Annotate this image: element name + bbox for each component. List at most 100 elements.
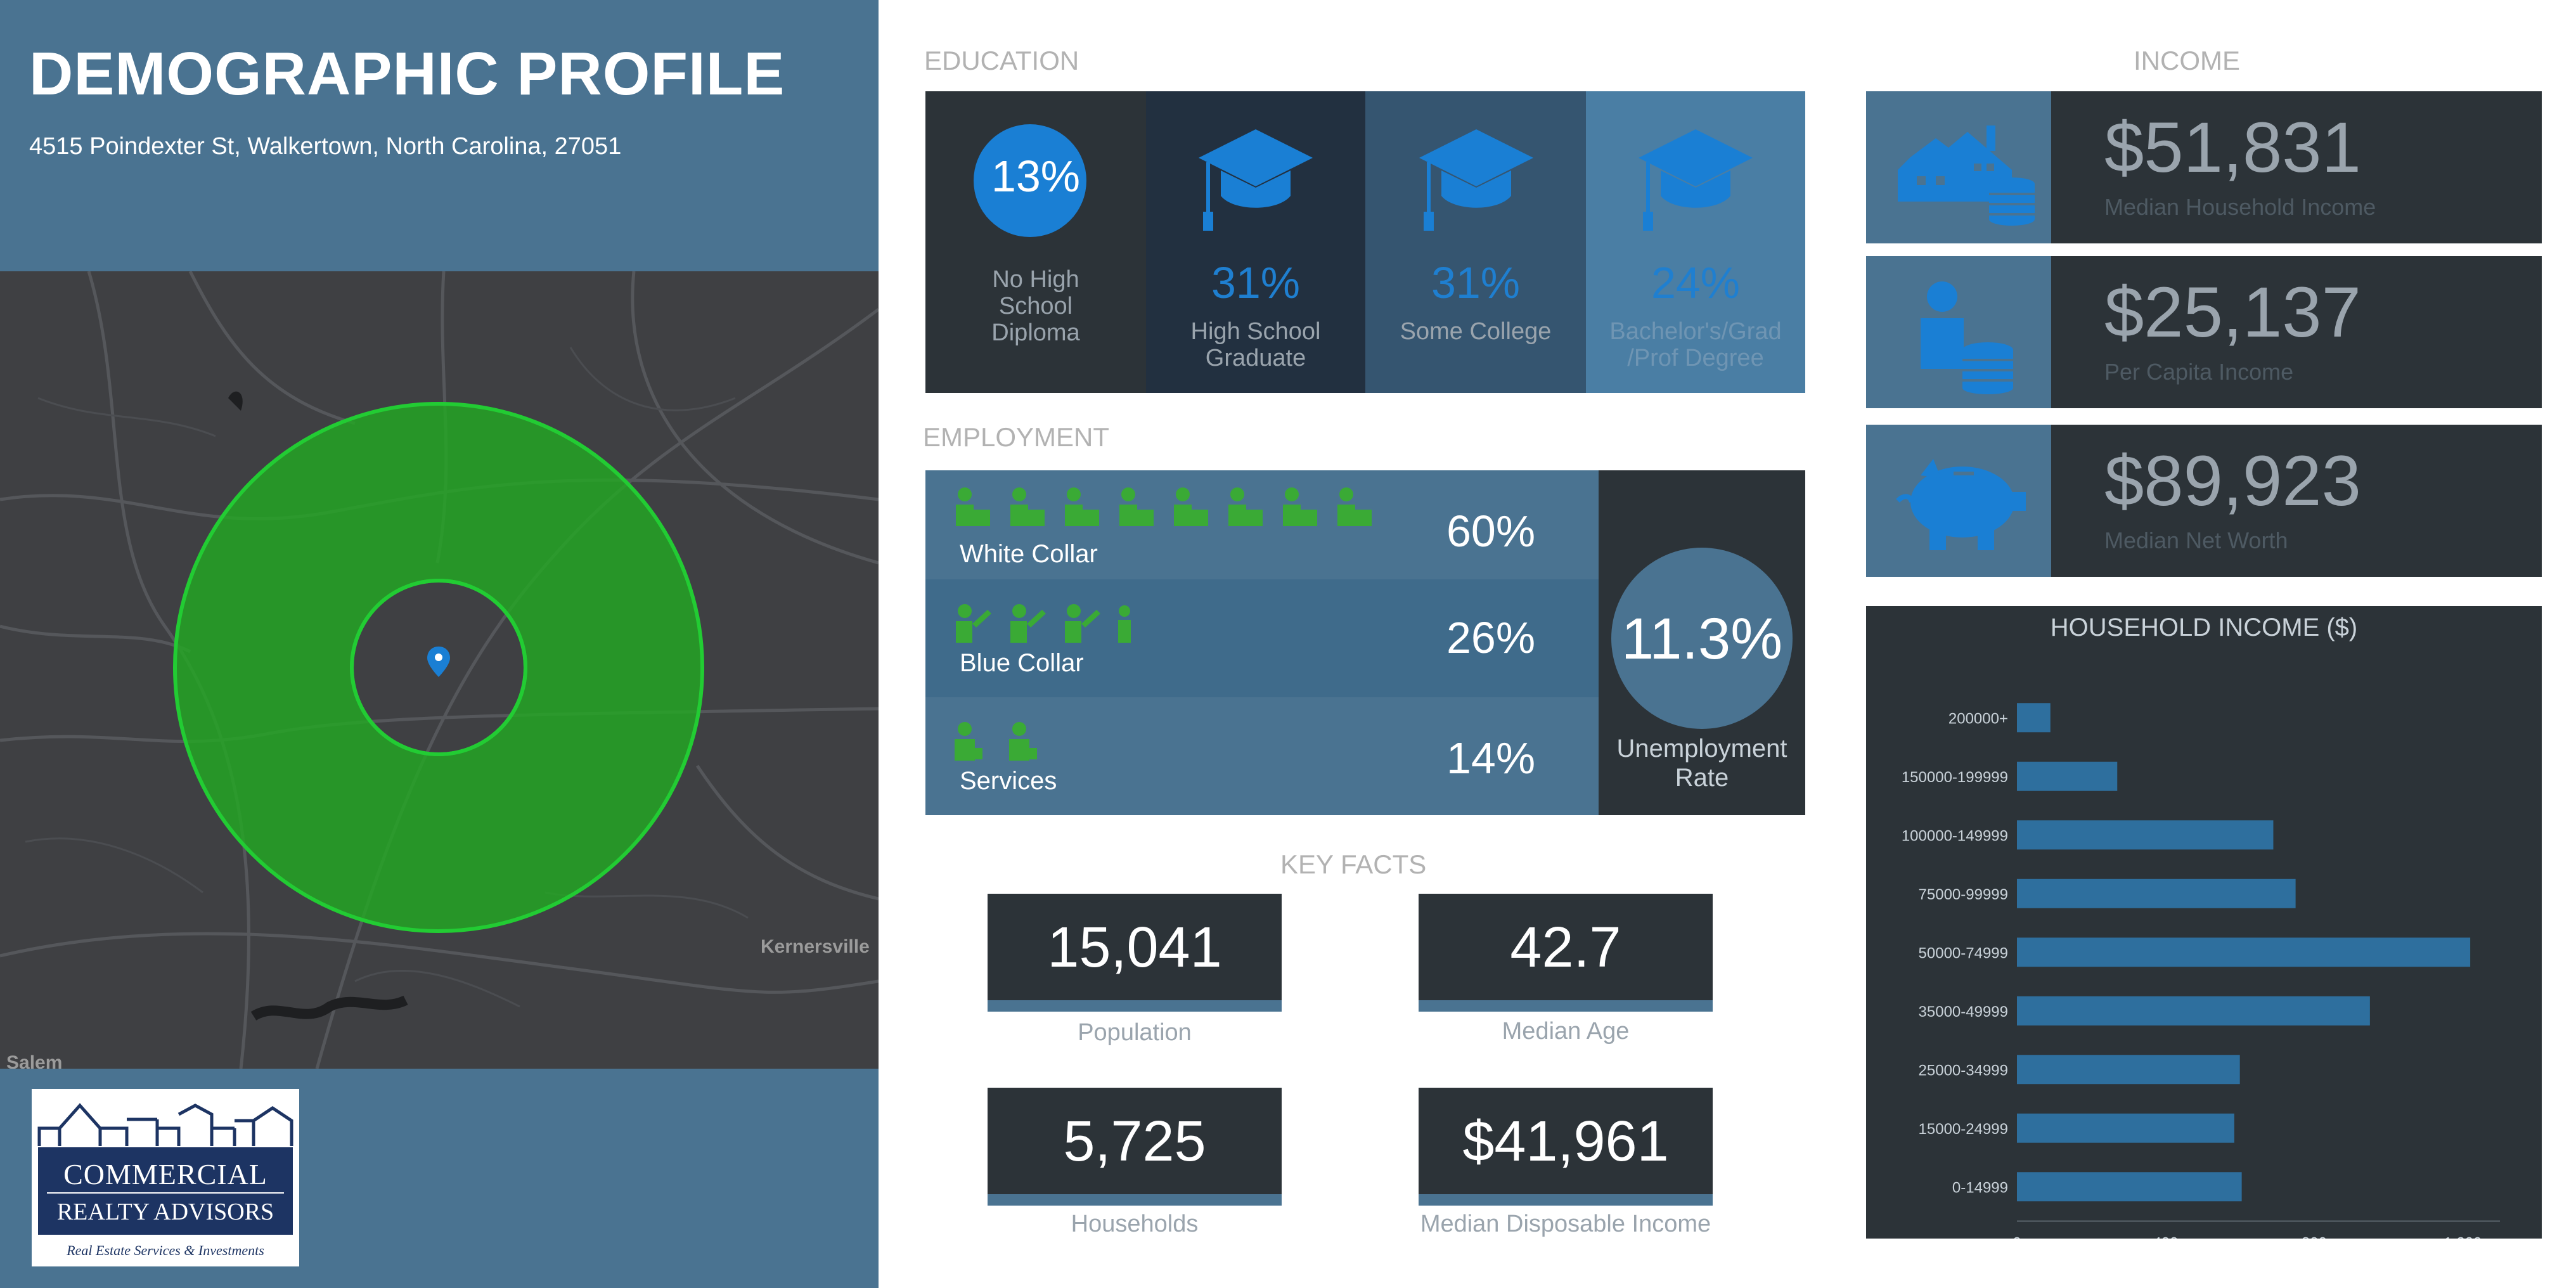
inner-radius-ring[interactable]: [350, 579, 527, 756]
education-pct-circle: [974, 124, 1086, 237]
chart-bar[interactable]: [2017, 703, 2051, 733]
education-pct: 31%: [1431, 258, 1521, 307]
employment-pct: 26%: [1446, 613, 1536, 662]
education-label: No High School Diploma: [991, 266, 1080, 346]
fact-population: 15,041: [988, 894, 1282, 1012]
fact-underline: [1419, 1194, 1713, 1206]
header-panel: [0, 0, 879, 271]
logo-tagline: Real Estate Services & Investments: [67, 1242, 264, 1258]
employment-row-white-collar: White Collar 60%: [925, 470, 1599, 579]
fact-label: Population: [1078, 1019, 1192, 1046]
income-icon-tile: [1866, 91, 2051, 243]
logo-banner: [38, 1147, 293, 1235]
chart-category-label: 150000-199999: [1902, 769, 2008, 786]
worker-icons: [953, 720, 1055, 769]
company-logo: COMMERCIAL REALTY ADVISORS Real Estate S…: [32, 1089, 299, 1266]
skyline-icon: [37, 1103, 293, 1146]
fact-underline: [988, 1194, 1282, 1206]
income-value: $51,831: [2104, 108, 2361, 187]
income-icon-tile: [1866, 256, 2051, 408]
chart-category-label: 75000-99999: [1919, 886, 2008, 903]
fact-label: Median Age: [1502, 1018, 1630, 1045]
page-title: DEMOGRAPHIC PROFILE: [29, 40, 785, 108]
chart-bar[interactable]: [2017, 937, 2471, 967]
fact-label: Median Disposable Income: [1420, 1211, 1711, 1237]
income-median-household: $51,831 Median Household Income: [2051, 91, 2542, 243]
fact-value: 5,725: [1063, 1110, 1206, 1173]
fact-label: Households: [1071, 1211, 1199, 1237]
employment-label: Services: [960, 767, 1057, 795]
piggy-bank-icon: [1896, 459, 2026, 550]
fact-disposable-income: $41,961: [1419, 1088, 1713, 1206]
education-some-college: 31% Some College: [1365, 91, 1586, 393]
fact-underline: [988, 1000, 1282, 1012]
chart-category-label: 0-14999: [1952, 1179, 2008, 1196]
worker-icons: [953, 602, 1156, 651]
chart-bar[interactable]: [2017, 879, 2296, 908]
chart-plot: 200000+ 150000-199999 100000-149999 75000-9…: [1902, 703, 2500, 1239]
income-value: $89,923: [2104, 441, 2361, 520]
logo-line-1: COMMERCIAL: [63, 1158, 267, 1190]
household-income-chart: HOUSEHOLD INCOME ($) 200000+ 150000-19999…: [1866, 606, 2542, 1239]
fact-households: 5,725: [988, 1088, 1282, 1206]
chart-tick-label: 1,200: [2444, 1235, 2482, 1239]
employment-row-blue-collar: Blue Collar 26%: [925, 579, 1599, 697]
graduation-cap-icon: [1199, 129, 1313, 231]
unemployment-panel: 11.3% Unemployment Rate: [1599, 470, 1805, 815]
map[interactable]: Kernersville Salem: [0, 271, 879, 1069]
house-coins-icon: [1898, 126, 2035, 226]
person-coins-icon: [1921, 281, 2013, 394]
employment-label: Blue Collar: [960, 649, 1084, 677]
chart-bar[interactable]: [2017, 1113, 2234, 1143]
employment-pct: 60%: [1446, 506, 1536, 556]
chart-bar[interactable]: [2017, 820, 2274, 850]
education-heading: EDUCATION: [924, 46, 1079, 75]
education-pct: 24%: [1651, 258, 1741, 307]
chart-tick-label: 800: [2302, 1235, 2327, 1239]
education-label: Some College: [1400, 318, 1552, 345]
income-label: Median Household Income: [2104, 194, 2376, 220]
employment-row-services: Services 14%: [925, 697, 1599, 815]
education-bachelors: 24% Bachelor's/Grad /Prof Degree: [1586, 91, 1805, 393]
chart-tick-label: 0: [2012, 1235, 2021, 1239]
office-worker-icon: [956, 487, 1372, 526]
map-label-kernersville: Kernersville: [761, 936, 870, 957]
income-heading: INCOME: [2134, 46, 2240, 75]
fact-underline: [1419, 1000, 1713, 1012]
graduation-cap-icon: [1419, 129, 1533, 231]
logo-mark: [37, 1103, 293, 1235]
chart-category-label: 100000-149999: [1902, 827, 2008, 844]
income-value: $25,137: [2104, 273, 2361, 352]
chart-bar[interactable]: [2017, 761, 2118, 791]
income-label: Median Net Worth: [2104, 527, 2288, 553]
chart-category-label: 25000-34999: [1919, 1062, 2008, 1079]
chart-category-label: 200000+: [1948, 710, 2008, 727]
education-label: Bachelor's/Grad /Prof Degree: [1609, 318, 1782, 371]
income-per-capita: $25,137 Per Capita Income: [2051, 256, 2542, 408]
education-label: High School Graduate: [1190, 318, 1321, 371]
chart-category-label: 15000-24999: [1919, 1121, 2008, 1138]
key-facts-heading: KEY FACTS: [1280, 849, 1427, 879]
fact-value: 42.7: [1510, 916, 1621, 979]
laborer-icon: [956, 604, 1131, 643]
education-no-diploma: 13% No High School Diploma: [925, 91, 1146, 393]
map-water: [228, 391, 243, 411]
income-label: Per Capita Income: [2104, 359, 2294, 385]
employment-pct: 14%: [1446, 733, 1536, 783]
unemployment-circle: [1611, 548, 1793, 729]
chart-bar[interactable]: [2017, 996, 2370, 1026]
fact-value: $41,961: [1462, 1110, 1669, 1173]
employment-heading: EMPLOYMENT: [923, 422, 1110, 452]
education-pct: 31%: [1211, 258, 1301, 307]
graduation-cap-icon: [1639, 129, 1753, 231]
chart-bar[interactable]: [2017, 1172, 2242, 1202]
employment-label: White Collar: [960, 540, 1098, 568]
logo-line-2: REALTY ADVISORS: [56, 1199, 274, 1225]
location-pin-icon[interactable]: [427, 647, 450, 677]
chart-bar[interactable]: [2017, 1055, 2240, 1085]
fact-value: 15,041: [1047, 916, 1222, 979]
fact-median-age: 42.7: [1419, 894, 1713, 1012]
income-icon-tile: [1866, 425, 2051, 577]
map-canvas[interactable]: Kernersville Salem: [0, 271, 879, 1069]
chart-title: HOUSEHOLD INCOME ($): [2050, 614, 2358, 641]
